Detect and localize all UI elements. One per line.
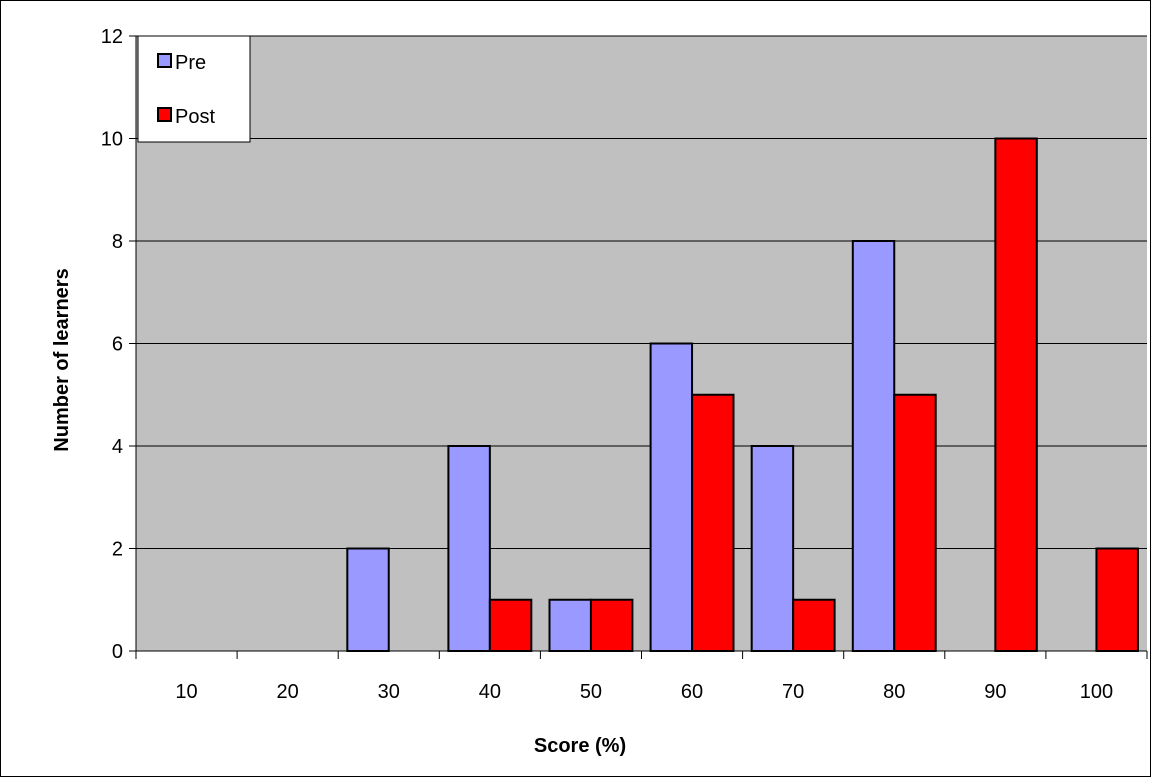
y-tick-label: 6 — [112, 334, 123, 356]
legend-label-pre: Pre — [175, 52, 206, 74]
y-tick-label: 12 — [101, 26, 123, 48]
x-tick-label: 30 — [378, 681, 400, 703]
bar-post-100 — [1095, 547, 1139, 652]
y-tick-labels: 0 2 4 6 8 10 12 — [101, 26, 123, 663]
x-tick-label: 60 — [681, 681, 703, 703]
y-tick-label: 10 — [101, 129, 123, 151]
bar-post-40 — [488, 598, 533, 652]
bar-pre-50 — [548, 598, 592, 652]
bar-pre-40 — [447, 445, 491, 652]
bar-pre-30 — [346, 547, 390, 652]
legend-swatch-post — [157, 107, 172, 122]
legend-label-post: Post — [175, 106, 215, 128]
y-tick-label: 2 — [112, 539, 123, 561]
axes — [129, 35, 1148, 659]
x-tick-labels: 10 20 30 40 50 60 70 80 90 100 — [175, 681, 1113, 703]
x-tick-label: 80 — [883, 681, 905, 703]
y-tick-label: 0 — [112, 641, 123, 663]
gridlines — [136, 35, 1147, 549]
x-tick-label: 50 — [580, 681, 602, 703]
bar-post-50 — [589, 598, 634, 652]
bar-pre-70 — [750, 445, 795, 652]
bar-post-90 — [994, 137, 1038, 652]
bar-pre-60 — [649, 342, 694, 652]
bar-post-80 — [893, 393, 937, 652]
bar-pre-80 — [851, 240, 896, 652]
x-tick-label: 40 — [479, 681, 501, 703]
x-tick-label: 10 — [175, 681, 197, 703]
bars — [346, 137, 1139, 652]
legend: Pre Post — [137, 35, 251, 143]
bar-post-60 — [691, 393, 735, 652]
x-tick-label: 90 — [984, 681, 1006, 703]
x-axis-title: Score (%) — [534, 735, 626, 757]
x-tick-label: 70 — [782, 681, 804, 703]
y-tick-label: 4 — [112, 436, 123, 458]
x-tick-label: 100 — [1080, 681, 1113, 703]
bar-post-70 — [792, 598, 836, 652]
y-tick-label: 8 — [112, 231, 123, 253]
legend-box — [137, 35, 251, 143]
y-axis-title: Number of learners — [51, 268, 73, 451]
x-tick-label: 20 — [277, 681, 299, 703]
legend-swatch-pre — [157, 53, 172, 68]
